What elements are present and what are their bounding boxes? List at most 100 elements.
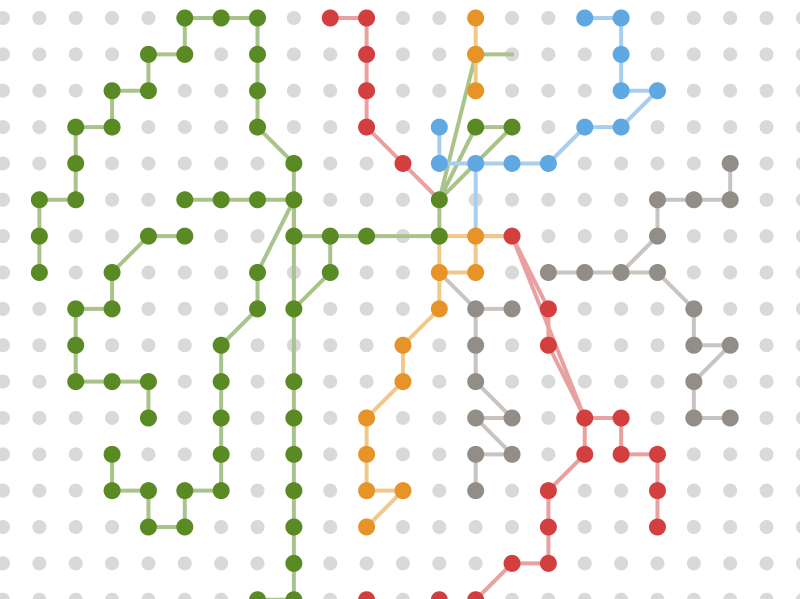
grid-dot [759,520,774,535]
green-node [103,264,121,282]
green-node [430,227,448,245]
green-node [139,82,157,100]
grid-dot [577,556,592,571]
blue-edge [619,88,660,130]
grid-dot [286,83,301,98]
grid-dot [650,47,665,62]
grid-dot [795,338,800,352]
green-node [176,9,194,27]
gray-node [503,300,521,318]
red-node [503,554,521,572]
green-node [249,300,267,318]
grid-dot [214,47,229,62]
green-node [103,300,121,318]
green-node [30,191,48,209]
red-node [539,336,557,354]
grid-dot [323,556,338,571]
grid-dot [541,192,556,207]
grid-dot [759,83,774,98]
grid-dot [141,301,156,316]
grid-dot [795,520,800,534]
gray-node [503,409,521,427]
grid-dot [323,301,338,316]
grid-dot [32,11,47,25]
red-node [503,227,521,245]
grid-dot [759,11,774,25]
grid-dot [759,374,774,389]
orange-node [394,482,412,500]
grid-dot [432,83,447,98]
green-node [249,9,267,27]
green-node [139,482,157,500]
grid-dot [432,410,447,425]
red-node [358,9,376,27]
grid-dot [0,192,10,207]
grid-dot [759,120,774,135]
green-edge [219,306,260,348]
red-node [612,445,630,463]
gray-node [685,373,703,391]
red-node [576,409,594,427]
grid-dot [177,374,192,389]
green-node [139,45,157,63]
grid-dot [795,229,800,243]
grid-dot [177,265,192,280]
orange-node [394,336,412,354]
green-node [212,373,230,391]
red-node [648,518,666,536]
grid-dot [541,374,556,389]
grid-dot [650,338,665,353]
grid-dot [795,484,800,498]
green-edge [255,197,296,275]
grid-dot [614,592,629,599]
grid-dot [177,120,192,135]
grid-dot [505,83,520,98]
grid-dot [0,410,10,425]
grid-dot [505,483,520,498]
grid-dot [759,483,774,498]
orange-node [358,482,376,500]
grid-dot [577,83,592,98]
red-node [576,445,594,463]
green-node [358,227,376,245]
grid-dot [686,83,701,98]
green-node [212,9,230,27]
grid-dot [32,447,47,462]
grid-dot [577,301,592,316]
grid-dot [68,11,83,25]
grid-dot [105,47,120,62]
grid-dot [723,120,738,135]
grid-dot [577,192,592,207]
grid-dot [432,520,447,535]
grid-dot [505,265,520,280]
green-node [285,554,303,572]
grid-dot [686,47,701,62]
grid-dot [432,338,447,353]
red-node [539,300,557,318]
grid-dot [795,47,800,61]
grid-dot [614,301,629,316]
grid-dot [32,47,47,62]
grid-dot [432,47,447,62]
grid-dot [68,410,83,425]
grid-dot [395,447,410,462]
grid-dot [505,338,520,353]
grid-dot [250,483,265,498]
gray-node [612,264,630,282]
green-node [139,409,157,427]
grid-dot [577,483,592,498]
grid-dot [32,120,47,135]
gray-edge [655,270,696,311]
red-node [612,409,630,427]
grid-dot [395,120,410,135]
orange-node [467,264,485,282]
grid-dot [323,520,338,535]
green-node [212,445,230,463]
green-node [321,227,339,245]
grid-dot [105,520,120,535]
grid-dot [177,556,192,571]
green-node [139,518,157,536]
grid-dot [286,120,301,135]
red-node [467,591,485,599]
